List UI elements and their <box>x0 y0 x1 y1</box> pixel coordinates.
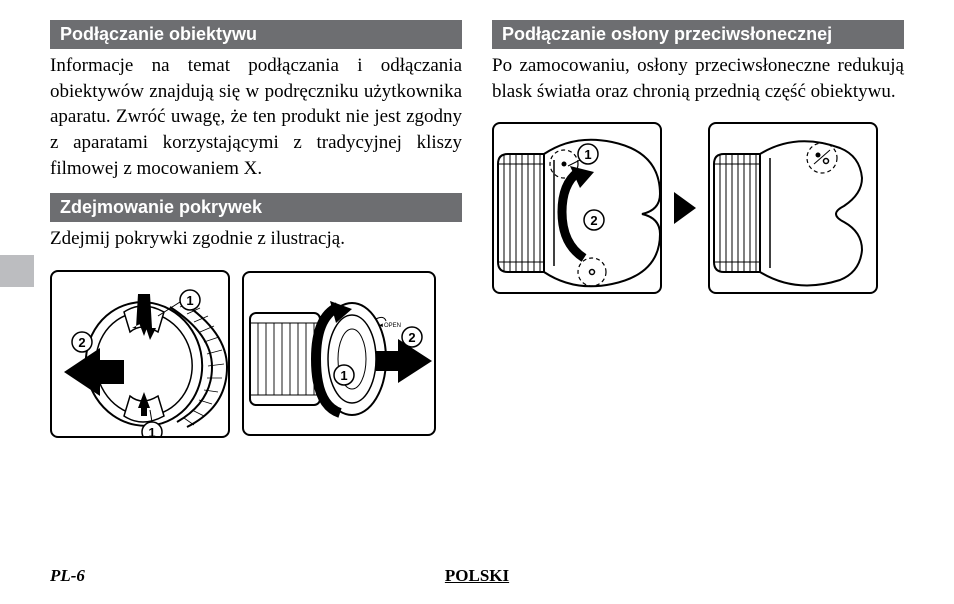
svg-text:2: 2 <box>590 213 597 228</box>
language-label: POLSKI <box>445 566 509 586</box>
page-content: Podłączanie obiektywu Informacje na tema… <box>50 20 904 584</box>
left-column: Podłączanie obiektywu Informacje na tema… <box>50 20 462 584</box>
svg-text:1: 1 <box>584 147 591 162</box>
hood-illustrations: 1 2 <box>492 122 904 294</box>
svg-text:2: 2 <box>408 330 415 345</box>
illus-front-cap: 1 2 1 <box>50 270 230 438</box>
footer: PL-6 POLSKI . <box>50 566 904 586</box>
svg-text:1: 1 <box>148 425 155 438</box>
arrow-icon <box>674 192 696 224</box>
svg-text:1: 1 <box>186 293 193 308</box>
body-caps: Zdejmij pokrywki zgodnie z ilustracją. <box>50 226 462 252</box>
svg-text:2: 2 <box>78 335 85 350</box>
section-header-hood: Podłączanie osłony przeciwsłonecznej <box>492 20 904 49</box>
body-hood: Po zamocowaniu, osłony przeciwsłoneczne … <box>492 53 904 104</box>
side-tab <box>0 255 34 287</box>
svg-text:1: 1 <box>340 368 347 383</box>
section-header-lens-attach: Podłączanie obiektywu <box>50 20 462 49</box>
page-number: PL-6 <box>50 566 85 586</box>
caps-illustrations: 1 2 1 <box>50 270 462 438</box>
svg-text:◄OPEN: ◄OPEN <box>378 323 401 329</box>
section-header-caps: Zdejmowanie pokrywek <box>50 193 462 222</box>
illus-hood-locked <box>708 122 878 294</box>
body-lens-attach: Informacje na temat podłączania i odłącz… <box>50 53 462 181</box>
illus-hood-attach: 1 2 <box>492 122 662 294</box>
right-column: Podłączanie osłony przeciwsłonecznej Po … <box>492 20 904 584</box>
illus-rear-cap: ◄OPEN 1 2 <box>242 271 436 436</box>
